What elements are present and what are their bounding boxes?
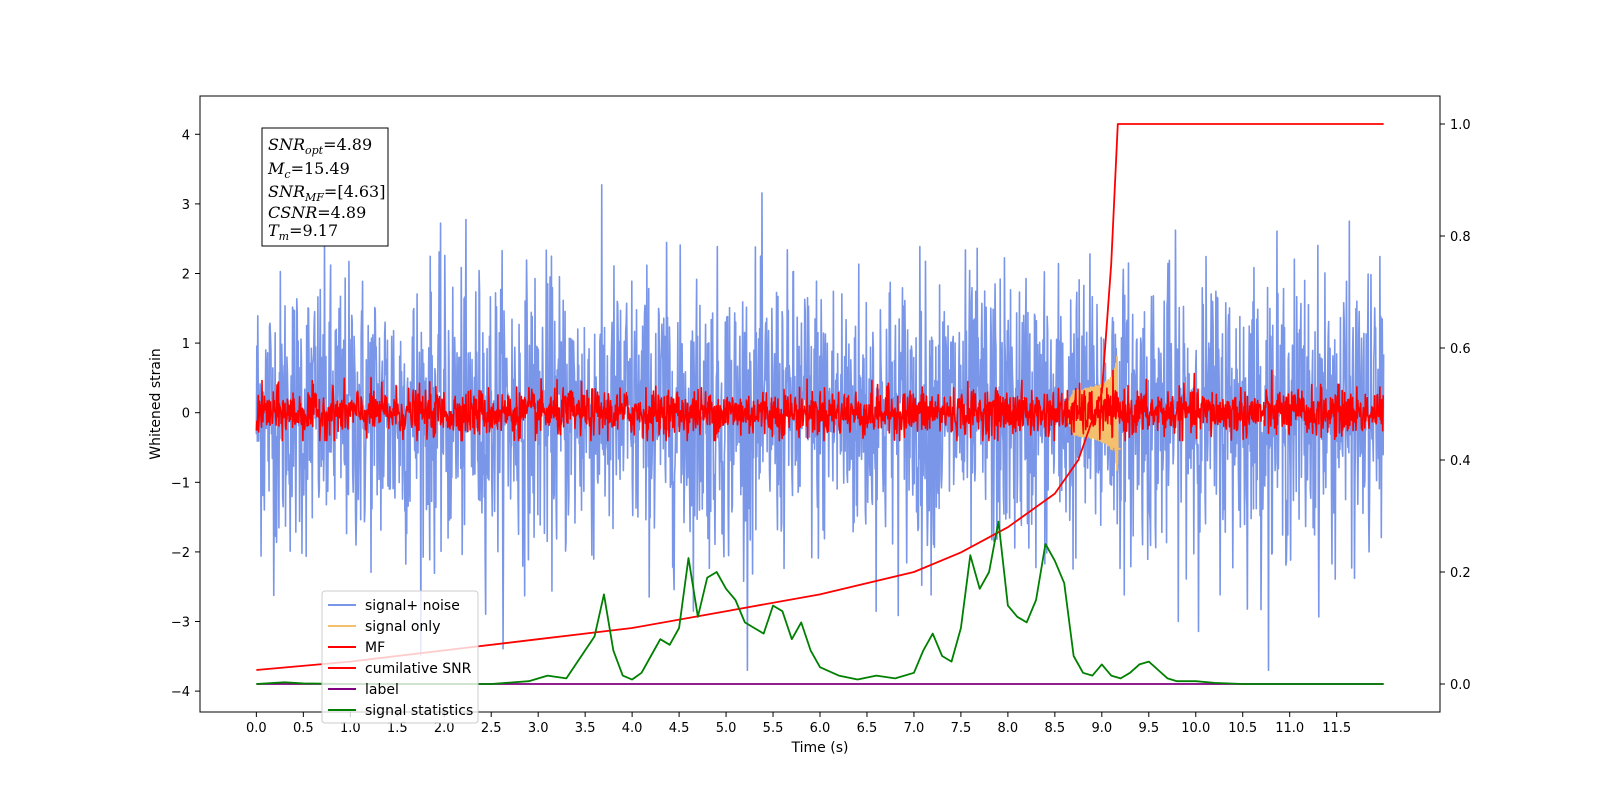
x-tick-label: 3.0	[528, 721, 549, 736]
annotation-csnr: CSNR=4.89	[268, 203, 366, 222]
annotation-snr-mf: SNRMF=[4.63]	[268, 182, 385, 204]
x-tick-label: 4.0	[622, 721, 643, 736]
y-tick-label: 3	[182, 198, 190, 213]
y-axis: −4 −3 −2 −1 0 1 2 3 4	[171, 128, 200, 700]
x-tick-label: 7.5	[951, 721, 972, 736]
y-tick-label: 0	[182, 407, 190, 422]
x-tick-label: 7.0	[904, 721, 925, 736]
legend-entry-signal-statistics: signal statistics	[328, 703, 473, 719]
y-tick-label: 1	[182, 337, 190, 352]
y-tick-label: −4	[171, 685, 190, 700]
y2-axis-right: 0.0 0.2 0.4 0.6 0.8 1.0	[1440, 118, 1471, 693]
legend-label-signal-noise: signal+ noise	[365, 598, 460, 614]
legend-label-cumulative-snr: cumilative SNR	[365, 661, 472, 677]
legend-entry-cumulative-snr: cumilative SNR	[328, 661, 472, 677]
x-tick-label: 9.5	[1138, 721, 1159, 736]
annotation-tm: Tm=9.17	[268, 221, 338, 243]
legend-label-signal-only: signal only	[365, 619, 440, 635]
y-tick-label: 2	[182, 267, 190, 282]
y2-tick-label: 0.0	[1450, 678, 1471, 693]
y-axis-label: Whitened strain	[148, 348, 164, 459]
y-tick-label: −1	[171, 476, 190, 491]
legend-frame	[321, 590, 479, 724]
x-tick-label: 5.0	[716, 721, 737, 736]
x-tick-label: 2.5	[481, 721, 502, 736]
annotation-mc: Mc=15.49	[267, 159, 350, 181]
y2-tick-label: 0.6	[1450, 342, 1471, 357]
y-tick-label: −3	[171, 616, 190, 631]
y-tick-label: −2	[171, 546, 190, 561]
y2-tick-label: 0.8	[1450, 230, 1471, 245]
x-tick-label: 8.5	[1045, 721, 1066, 736]
x-tick-label: 11.5	[1322, 721, 1351, 736]
x-tick-label: 1.0	[340, 721, 361, 736]
x-tick-label: 8.0	[998, 721, 1019, 736]
y2-tick-label: 0.4	[1450, 454, 1471, 469]
legend-label-signal-statistics: signal statistics	[365, 703, 473, 719]
x-axis-label: Time (s)	[791, 740, 849, 756]
x-tick-label: 0.0	[246, 721, 267, 736]
x-axis: 0.0 0.5 1.0 1.5 2.0 2.5 3.0 3.5 4.0 4.5 5.0 5.5 6.0 6…	[246, 712, 1351, 736]
legend: signal+ noise signal only MF cumilative …	[321, 590, 479, 724]
x-tick-label: 9.0	[1091, 721, 1112, 736]
annotation-frame	[261, 127, 389, 247]
y-tick-label: 4	[182, 128, 190, 143]
series-signal-statistics	[256, 520, 1384, 685]
x-tick-label: 10.5	[1228, 721, 1257, 736]
x-tick-label: 0.5	[293, 721, 314, 736]
y2-tick-label: 1.0	[1450, 118, 1471, 133]
x-tick-label: 6.5	[857, 721, 878, 736]
x-tick-label: 3.5	[575, 721, 596, 736]
series-mf	[255, 369, 1385, 442]
x-tick-label: 11.0	[1275, 721, 1304, 736]
stats-annotation-box: SNRopt=4.89 Mc=15.49 SNRMF=[4.63] CSNR=4…	[261, 127, 389, 247]
legend-label-label: label	[365, 682, 399, 698]
legend-entry-mf: MF	[328, 640, 385, 656]
x-tick-label: 4.5	[669, 721, 690, 736]
legend-entry-signal-noise: signal+ noise	[328, 598, 460, 614]
x-tick-label: 6.0	[810, 721, 831, 736]
annotation-snr-opt: SNRopt=4.89	[268, 135, 372, 157]
legend-entry-signal-only: signal only	[328, 619, 440, 635]
legend-entry-label: label	[328, 682, 399, 698]
y2-tick-label: 0.2	[1450, 566, 1471, 581]
x-tick-label: 5.5	[763, 721, 784, 736]
x-tick-label: 2.0	[434, 721, 455, 736]
legend-label-mf: MF	[365, 640, 385, 656]
series-cumulative-snr	[256, 123, 1384, 671]
x-tick-label: 1.5	[387, 721, 408, 736]
x-tick-label: 10.0	[1181, 721, 1210, 736]
series-layer	[255, 123, 1385, 685]
